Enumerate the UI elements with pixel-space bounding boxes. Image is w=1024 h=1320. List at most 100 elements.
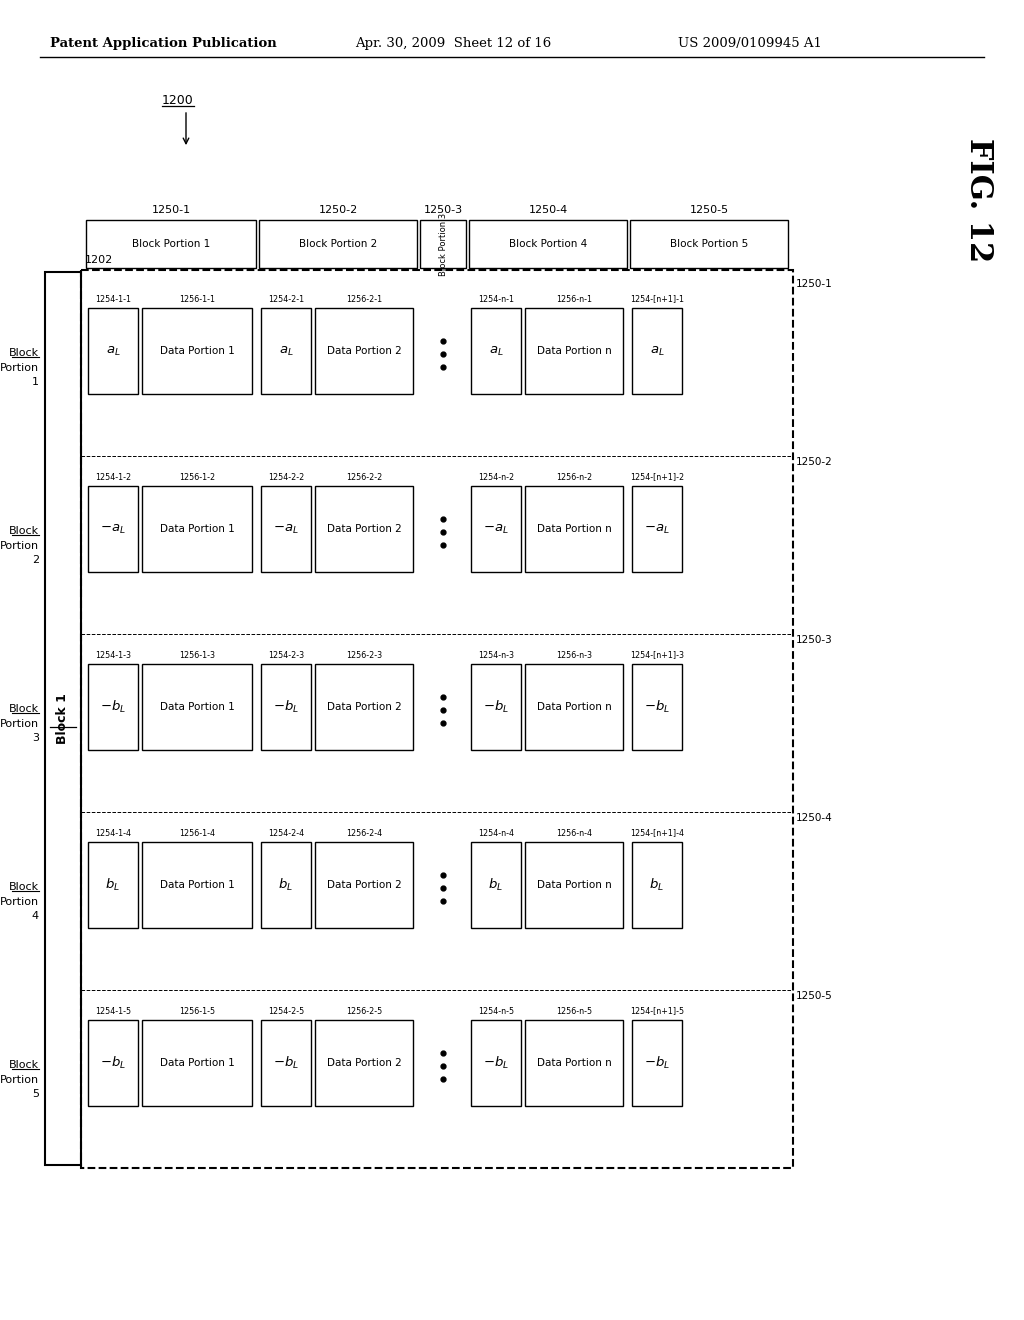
Text: $-b_L$: $-b_L$ [100, 1055, 126, 1071]
Bar [315, 664, 413, 750]
Text: 1256-1-4: 1256-1-4 [179, 829, 215, 837]
Text: 1254-2-2: 1254-2-2 [268, 473, 304, 482]
Text: $b_L$: $b_L$ [105, 876, 121, 894]
Bar [632, 486, 682, 572]
Text: Patent Application Publication: Patent Application Publication [50, 37, 276, 50]
Bar [88, 842, 138, 928]
Text: 3: 3 [32, 733, 39, 743]
Text: 1250-4: 1250-4 [528, 205, 567, 215]
Text: 1202: 1202 [85, 255, 113, 265]
Text: Data Portion 2: Data Portion 2 [327, 880, 401, 890]
Bar [525, 1020, 623, 1106]
Text: 1250-3: 1250-3 [424, 205, 463, 215]
Bar [88, 1020, 138, 1106]
Text: 1254-n-5: 1254-n-5 [478, 1006, 514, 1015]
Text: Block Portion 3: Block Portion 3 [438, 213, 447, 276]
Text: 1254-1-5: 1254-1-5 [95, 1006, 131, 1015]
Bar [142, 842, 252, 928]
Text: 1254-n-1: 1254-n-1 [478, 294, 514, 304]
Text: Block Portion 5: Block Portion 5 [670, 239, 749, 249]
Text: 1254-n-3: 1254-n-3 [478, 651, 514, 660]
Text: 1250-1: 1250-1 [796, 279, 833, 289]
Text: $-a_L$: $-a_L$ [483, 523, 509, 536]
Bar [471, 1020, 521, 1106]
Text: $b_L$: $b_L$ [649, 876, 665, 894]
Bar [259, 220, 417, 268]
Bar [315, 1020, 413, 1106]
Bar [142, 1020, 252, 1106]
Bar [630, 220, 788, 268]
Text: 1254-1-3: 1254-1-3 [95, 651, 131, 660]
Text: 1256-n-4: 1256-n-4 [556, 829, 592, 837]
Text: 2: 2 [32, 554, 39, 565]
Bar [525, 486, 623, 572]
Text: $-b_L$: $-b_L$ [100, 700, 126, 715]
Text: 1254-2-4: 1254-2-4 [268, 829, 304, 837]
Text: 1254-n-2: 1254-n-2 [478, 473, 514, 482]
Text: Portion: Portion [0, 1074, 39, 1085]
Bar [261, 664, 311, 750]
Text: Block 1: Block 1 [56, 693, 70, 744]
Text: Data Portion 2: Data Portion 2 [327, 346, 401, 356]
Text: 1254-[n+1]-3: 1254-[n+1]-3 [630, 651, 684, 660]
Text: 1250-4: 1250-4 [796, 813, 833, 822]
Text: US 2009/0109945 A1: US 2009/0109945 A1 [678, 37, 822, 50]
Bar [261, 486, 311, 572]
Text: Data Portion 2: Data Portion 2 [327, 1059, 401, 1068]
Text: 1250-3: 1250-3 [796, 635, 833, 645]
Bar [261, 308, 311, 393]
Bar [261, 1020, 311, 1106]
Text: Data Portion 1: Data Portion 1 [160, 880, 234, 890]
Text: Block Portion 4: Block Portion 4 [509, 239, 587, 249]
Text: $a_L$: $a_L$ [279, 345, 293, 358]
Text: 1254-2-3: 1254-2-3 [268, 651, 304, 660]
Text: $-a_L$: $-a_L$ [273, 523, 299, 536]
Bar [88, 486, 138, 572]
Text: Data Portion 1: Data Portion 1 [160, 702, 234, 711]
Text: Data Portion 2: Data Portion 2 [327, 702, 401, 711]
Text: $-b_L$: $-b_L$ [483, 1055, 509, 1071]
Bar [471, 842, 521, 928]
Text: 1256-n-5: 1256-n-5 [556, 1006, 592, 1015]
Text: 1256-1-3: 1256-1-3 [179, 651, 215, 660]
Text: FIG. 12: FIG. 12 [963, 137, 993, 263]
Bar [142, 308, 252, 393]
Text: Data Portion 1: Data Portion 1 [160, 524, 234, 535]
Text: $-b_L$: $-b_L$ [644, 700, 670, 715]
Text: 1256-2-1: 1256-2-1 [346, 294, 382, 304]
Text: $-b_L$: $-b_L$ [483, 700, 509, 715]
Text: Portion: Portion [0, 719, 39, 729]
Text: 1256-2-5: 1256-2-5 [346, 1006, 382, 1015]
Text: Data Portion 1: Data Portion 1 [160, 1059, 234, 1068]
Text: 1256-2-4: 1256-2-4 [346, 829, 382, 837]
Text: 1254-n-4: 1254-n-4 [478, 829, 514, 837]
Text: Block Portion 2: Block Portion 2 [299, 239, 377, 249]
Text: 1254-2-5: 1254-2-5 [268, 1006, 304, 1015]
Text: Data Portion n: Data Portion n [537, 702, 611, 711]
Bar [315, 308, 413, 393]
Text: $-b_L$: $-b_L$ [273, 1055, 299, 1071]
Text: $-a_L$: $-a_L$ [100, 523, 126, 536]
Text: 5: 5 [32, 1089, 39, 1100]
Text: Portion: Portion [0, 898, 39, 907]
Bar [471, 486, 521, 572]
Text: 1250-2: 1250-2 [318, 205, 357, 215]
Text: 1250-1: 1250-1 [152, 205, 190, 215]
Bar [632, 664, 682, 750]
Text: 1256-1-2: 1256-1-2 [179, 473, 215, 482]
Text: Data Portion 1: Data Portion 1 [160, 346, 234, 356]
Text: 1254-1-1: 1254-1-1 [95, 294, 131, 304]
Text: Block: Block [9, 1060, 39, 1071]
Bar [86, 220, 256, 268]
Text: 1254-[n+1]-2: 1254-[n+1]-2 [630, 473, 684, 482]
Bar [420, 220, 466, 268]
Text: 1256-n-3: 1256-n-3 [556, 651, 592, 660]
Bar [525, 664, 623, 750]
Text: 1254-2-1: 1254-2-1 [268, 294, 304, 304]
Text: $b_L$: $b_L$ [488, 876, 504, 894]
Bar [469, 220, 627, 268]
Text: Block: Block [9, 525, 39, 536]
Bar [471, 308, 521, 393]
Text: 1256-1-5: 1256-1-5 [179, 1006, 215, 1015]
Bar [525, 842, 623, 928]
